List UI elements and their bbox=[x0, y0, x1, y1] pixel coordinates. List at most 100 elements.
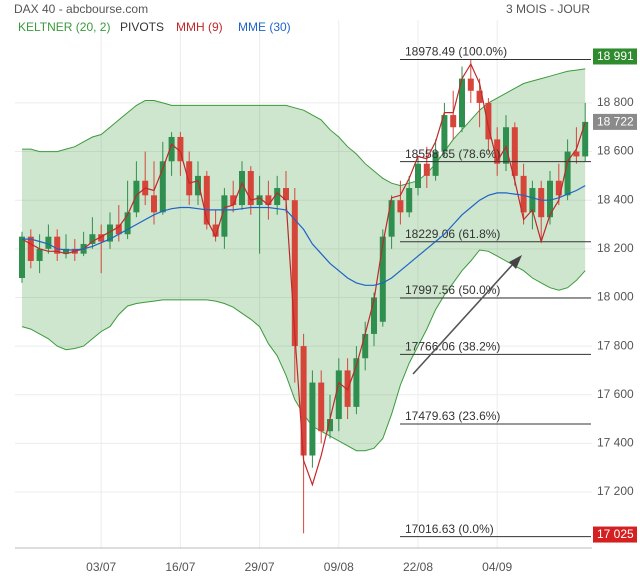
candle-body bbox=[547, 180, 553, 218]
candle-body bbox=[45, 236, 52, 249]
candle-body bbox=[168, 136, 175, 162]
moving-average-line bbox=[22, 185, 586, 286]
candle-body bbox=[212, 224, 219, 237]
candle-body bbox=[467, 78, 474, 91]
candle-body bbox=[555, 180, 562, 196]
candle-body bbox=[582, 121, 589, 157]
y-tick-label: 17 600 bbox=[597, 387, 634, 401]
candle-body bbox=[423, 163, 430, 176]
keltner-upper bbox=[22, 68, 586, 187]
y-tick-label: 18 400 bbox=[597, 192, 634, 206]
candle-body bbox=[538, 188, 545, 218]
plot-area: 18978.49 (100.0%) 18558.65 (78.6%) 18229.0… bbox=[19, 45, 591, 538]
price-marker-box bbox=[593, 526, 637, 543]
candle-body bbox=[247, 171, 254, 206]
candle-body bbox=[107, 224, 113, 242]
candle-body bbox=[459, 78, 465, 128]
candle-body bbox=[318, 382, 325, 432]
price-marker-label: 17 025 bbox=[597, 527, 634, 541]
candle-body bbox=[300, 346, 307, 456]
candle-body bbox=[221, 195, 228, 237]
candle-body bbox=[415, 163, 421, 189]
candle-body bbox=[283, 188, 289, 201]
y-tick-label: 18 000 bbox=[597, 290, 634, 304]
candle-body bbox=[362, 333, 369, 359]
legend-entry: MMH (9) bbox=[176, 20, 223, 34]
pivot-label: 17479.63 (23.6%) bbox=[405, 409, 500, 423]
candle-body bbox=[274, 188, 281, 206]
candle-body bbox=[309, 382, 316, 456]
candle-body bbox=[529, 188, 536, 213]
x-tick-label: 29/07 bbox=[245, 560, 275, 574]
candle-body bbox=[89, 234, 96, 244]
candle-body bbox=[186, 161, 193, 196]
price-marker-label: 18 991 bbox=[597, 49, 634, 63]
candle-body bbox=[195, 175, 201, 196]
candle-body bbox=[520, 175, 527, 213]
moving-average-line bbox=[21, 62, 586, 487]
candle-body bbox=[476, 90, 483, 103]
candle-body bbox=[397, 200, 404, 213]
pivot-label: 17766.06 (38.2%) bbox=[405, 340, 500, 354]
pivot-label: 18229.06 (61.8%) bbox=[405, 227, 500, 241]
pivot-label: 17016.63 (0.0%) bbox=[405, 522, 494, 536]
candle-body bbox=[432, 151, 439, 176]
trend-arrow bbox=[412, 262, 515, 375]
candle-body bbox=[441, 115, 448, 152]
candle-body bbox=[159, 161, 166, 213]
x-tick-label: 16/07 bbox=[165, 560, 195, 574]
y-tick-label: 18 200 bbox=[597, 241, 634, 255]
candle-body bbox=[115, 224, 122, 235]
price-marker-box bbox=[593, 48, 637, 65]
y-tick-label: 17 200 bbox=[597, 484, 634, 498]
chart-title: DAX 40 - abcbourse.com bbox=[14, 2, 148, 16]
candle-body bbox=[379, 236, 386, 322]
y-tick-label: 17 400 bbox=[597, 436, 634, 450]
x-tick-label: 22/08 bbox=[403, 560, 433, 574]
candle-body bbox=[564, 151, 571, 196]
pivot-label: 18978.49 (100.0%) bbox=[405, 45, 507, 59]
candle-body bbox=[485, 102, 492, 140]
candle-body bbox=[494, 139, 501, 164]
candle-body bbox=[335, 370, 342, 420]
candle-body bbox=[98, 234, 105, 242]
candle-body bbox=[239, 171, 245, 206]
x-tick-label: 04/09 bbox=[482, 560, 512, 574]
legend-entry: MME (30) bbox=[238, 20, 291, 34]
candle-body bbox=[124, 212, 131, 235]
candle-body bbox=[388, 200, 395, 237]
candle-body bbox=[265, 195, 272, 206]
candle-body bbox=[327, 419, 333, 432]
y-tick-label: 18 600 bbox=[597, 144, 634, 158]
trend-arrow-head bbox=[509, 255, 522, 269]
candle-body bbox=[291, 200, 298, 347]
candle-body bbox=[503, 127, 509, 164]
candle-body bbox=[36, 248, 43, 261]
candle-body bbox=[19, 236, 25, 279]
candle-body bbox=[406, 188, 413, 213]
legend-entry: KELTNER (20, 2) bbox=[18, 20, 110, 34]
candle-body bbox=[177, 136, 184, 162]
candle-body bbox=[151, 195, 157, 213]
candle-body bbox=[63, 248, 69, 254]
price-marker-box bbox=[593, 113, 637, 130]
legend: KELTNER (20, 2) PIVOTS MMH (9) MME (30) bbox=[18, 20, 291, 34]
candle-body bbox=[54, 236, 61, 254]
y-tick-label: 17 800 bbox=[597, 338, 634, 352]
overlay: 17 200 17 400 17 600 17 800 18 000 18 200 18 4… bbox=[86, 48, 637, 574]
candle-body bbox=[450, 115, 457, 128]
x-tick-label: 03/07 bbox=[86, 560, 116, 574]
pivot-label: 18558.65 (78.6%) bbox=[405, 147, 500, 161]
chart-subtitle: 3 MOIS - JOUR bbox=[506, 2, 590, 16]
candle-body bbox=[573, 151, 580, 157]
price-marker-label: 18 722 bbox=[597, 115, 634, 129]
x-tick-label: 09/08 bbox=[324, 560, 354, 574]
candle-body bbox=[371, 297, 377, 334]
pivot-label: 17997.56 (50.0%) bbox=[405, 283, 500, 297]
candle-body bbox=[353, 358, 360, 407]
candle-body bbox=[230, 195, 237, 206]
candle-body bbox=[511, 127, 518, 176]
candle-body bbox=[256, 195, 263, 206]
